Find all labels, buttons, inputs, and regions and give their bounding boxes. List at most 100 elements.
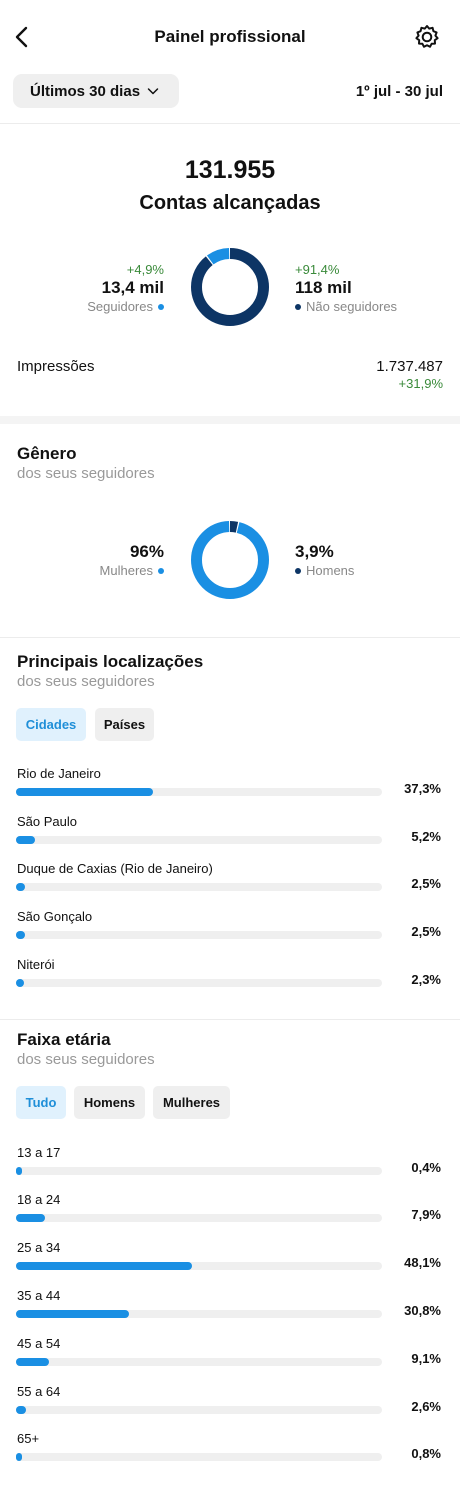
age-percent: 0,4% xyxy=(411,1160,441,1175)
reach-section: 131.955 Contas alcançadas +4,9% 13,4 mil… xyxy=(0,124,460,424)
location-percent: 2,3% xyxy=(411,972,441,987)
date-range-row: Últimos 30 dias 1º jul - 30 jul xyxy=(0,68,460,124)
locations-section: Principais localizações dos seus seguido… xyxy=(0,638,460,1020)
age-row: 18 a 24 7,9% xyxy=(0,1192,460,1240)
location-bar-track xyxy=(16,836,382,844)
age-percent: 48,1% xyxy=(404,1255,441,1270)
tab-homens[interactable]: Homens xyxy=(74,1086,145,1119)
reach-label: Contas alcançadas xyxy=(139,192,321,214)
tab-paises[interactable]: Países xyxy=(95,708,154,741)
age-label: 18 a 24 xyxy=(17,1192,61,1207)
impressions-value: 1.737.487 xyxy=(376,358,443,375)
reach-total: 131.955 xyxy=(184,156,276,184)
gender-title: Gênero xyxy=(17,444,77,463)
location-label: São Paulo xyxy=(17,814,77,829)
non-followers-label-row: Não seguidores xyxy=(295,298,397,315)
page-title: Painel profissional xyxy=(154,27,306,46)
chevron-down-icon xyxy=(147,88,159,95)
location-bar-fill xyxy=(16,979,25,987)
non-followers-dot xyxy=(295,303,301,310)
age-percent: 0,8% xyxy=(411,1446,441,1461)
age-label: 55 a 64 xyxy=(17,1384,61,1399)
location-bar-fill xyxy=(16,931,26,939)
women-dot xyxy=(158,567,164,574)
age-bar-track xyxy=(16,1214,382,1222)
location-row: São Gonçalo 2,5% xyxy=(0,909,460,957)
age-row: 65+ 0,8% xyxy=(0,1431,460,1479)
age-bar-track xyxy=(16,1167,382,1175)
age-bar-fill xyxy=(16,1453,22,1461)
men-value: 3,9% xyxy=(295,542,334,561)
age-bar-fill xyxy=(16,1214,45,1222)
location-percent: 37,3% xyxy=(404,781,441,796)
location-label: Rio de Janeiro xyxy=(17,766,101,781)
non-followers-stat: +91,4% 118 mil Não seguidores xyxy=(295,262,397,315)
impressions-label: Impressões xyxy=(17,358,95,375)
followers-label-row: Seguidores xyxy=(87,298,164,315)
age-row: 35 a 44 30,8% xyxy=(0,1288,460,1336)
age-bar-fill xyxy=(16,1167,22,1175)
location-percent: 2,5% xyxy=(411,924,441,939)
gender-section: Gênero dos seus seguidores 96% Mulheres … xyxy=(0,424,460,638)
age-row: 13 a 17 0,4% xyxy=(0,1145,460,1193)
age-label: 35 a 44 xyxy=(17,1288,61,1303)
age-label: 65+ xyxy=(17,1431,40,1446)
location-label: Niterói xyxy=(17,957,55,972)
men-label: Homens xyxy=(306,563,355,578)
age-percent: 9,1% xyxy=(411,1351,441,1366)
location-bar-fill xyxy=(16,883,26,891)
age-label: 13 a 17 xyxy=(17,1145,61,1160)
location-row: São Paulo 5,2% xyxy=(0,814,460,862)
age-label: 45 a 54 xyxy=(17,1336,61,1351)
age-bar-fill xyxy=(16,1310,129,1318)
followers-dot xyxy=(158,303,164,310)
men-label-row: Homens xyxy=(295,562,354,579)
women-label: Mulheres xyxy=(99,563,153,578)
gear-icon[interactable] xyxy=(414,24,440,50)
location-percent: 2,5% xyxy=(411,876,441,891)
non-followers-change: +91,4% xyxy=(295,262,340,277)
date-range-dates: 1º jul - 30 jul xyxy=(355,83,443,100)
location-bar-track xyxy=(16,883,382,891)
gender-dark-arc xyxy=(191,521,269,599)
men-stat: 3,9% Homens xyxy=(295,542,354,579)
age-percent: 2,6% xyxy=(411,1399,441,1414)
app-header: Painel profissional xyxy=(0,0,460,68)
locations-title: Principais localizações xyxy=(17,652,204,671)
men-dot xyxy=(295,567,301,574)
location-row: Rio de Janeiro 37,3% xyxy=(0,766,460,814)
location-bar-track xyxy=(16,979,382,987)
age-bar-track xyxy=(16,1262,382,1270)
women-value: 96% xyxy=(129,542,164,561)
location-bar-track xyxy=(16,788,382,796)
age-bar-fill xyxy=(16,1262,193,1270)
location-bar-track xyxy=(16,931,382,939)
reach-donut-chart xyxy=(191,248,269,326)
age-row: 45 a 54 9,1% xyxy=(0,1336,460,1384)
age-row: 55 a 64 2,6% xyxy=(0,1384,460,1432)
age-label: 25 a 34 xyxy=(17,1240,61,1255)
women-stat: 96% Mulheres xyxy=(100,542,164,579)
age-percent: 7,9% xyxy=(411,1207,441,1222)
age-percent: 30,8% xyxy=(404,1303,441,1318)
women-label-row: Mulheres xyxy=(100,562,164,579)
age-bar-fill xyxy=(16,1358,50,1366)
age-bar-track xyxy=(16,1406,382,1414)
reach-dark-arc xyxy=(191,248,269,326)
location-row: Niterói 2,3% xyxy=(0,957,460,1005)
tab-tudo[interactable]: Tudo xyxy=(16,1086,66,1119)
gender-donut-chart xyxy=(191,521,269,599)
date-range-dropdown[interactable]: Últimos 30 dias xyxy=(13,74,179,108)
gender-subtitle: dos seus seguidores xyxy=(17,465,155,482)
non-followers-value: 118 mil xyxy=(295,278,352,297)
age-bar-track xyxy=(16,1358,382,1366)
chevron-left-icon[interactable] xyxy=(10,24,36,50)
date-range-selected: Últimos 30 dias xyxy=(30,82,141,100)
age-bar-track xyxy=(16,1310,382,1318)
tab-mulheres[interactable]: Mulheres xyxy=(153,1086,230,1119)
followers-change: +4,9% xyxy=(126,262,164,277)
followers-stat: +4,9% 13,4 mil Seguidores xyxy=(87,262,164,315)
location-row: Duque de Caxias (Rio de Janeiro) 2,5% xyxy=(0,861,460,909)
tab-cidades[interactable]: Cidades xyxy=(16,708,86,741)
age-subtitle: dos seus seguidores xyxy=(17,1051,155,1068)
